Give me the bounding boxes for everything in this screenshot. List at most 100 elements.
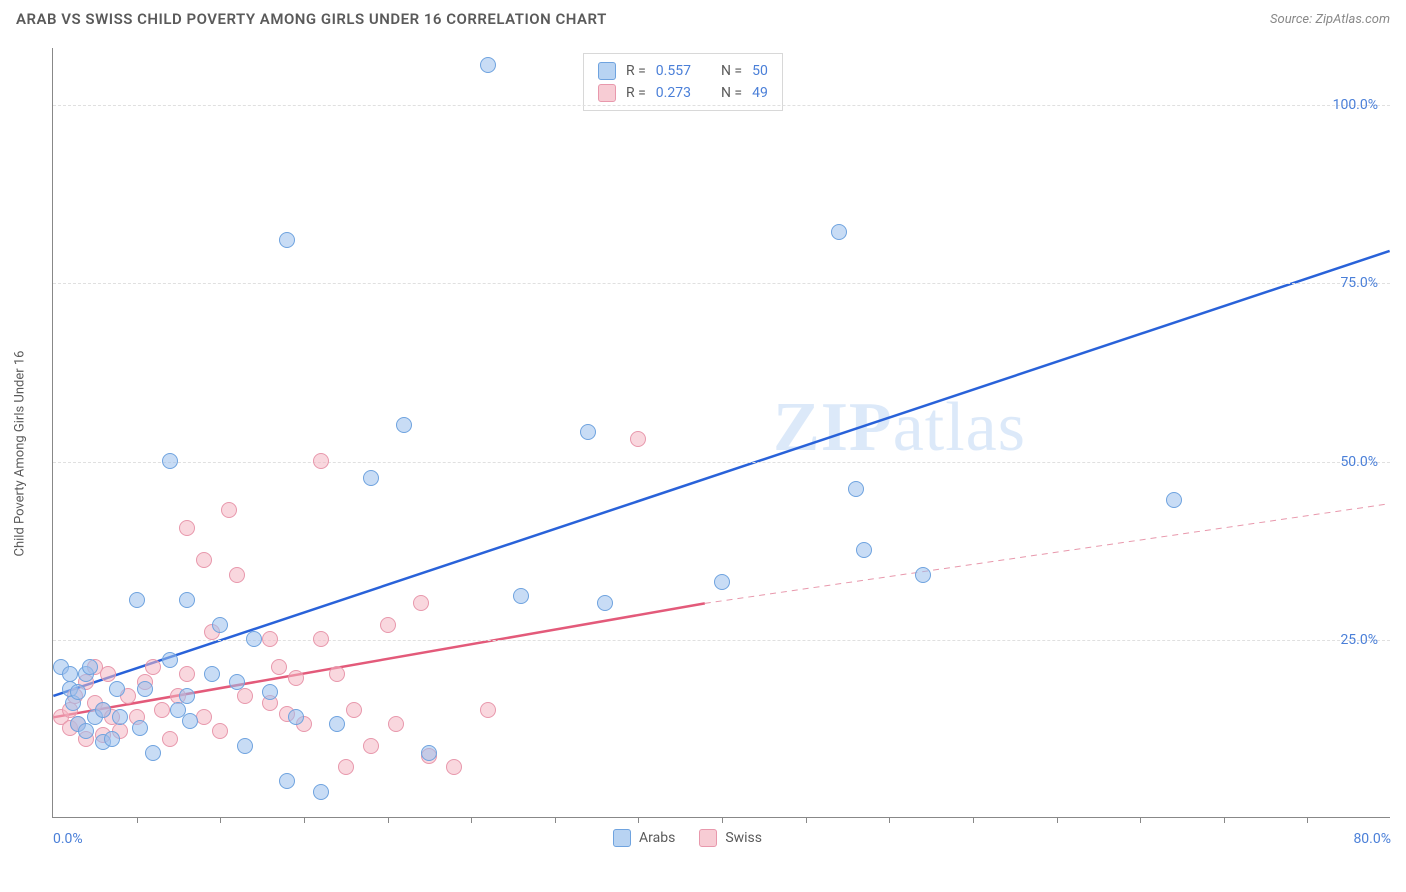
- data-point-blue: [856, 542, 872, 558]
- gridline: [53, 105, 1390, 106]
- data-point-blue: [109, 681, 125, 697]
- x-tick-mark: [638, 817, 639, 823]
- data-point-blue: [70, 684, 86, 700]
- data-point-pink: [162, 731, 178, 747]
- x-tick-mark: [806, 817, 807, 823]
- x-tick-mark: [1224, 817, 1225, 823]
- x-tick-mark: [1140, 817, 1141, 823]
- data-point-pink: [380, 617, 396, 633]
- data-point-blue: [480, 57, 496, 73]
- data-point-blue: [104, 731, 120, 747]
- data-point-pink: [221, 502, 237, 518]
- x-tick-mark: [471, 817, 472, 823]
- arabs-n-value: 50: [752, 63, 768, 79]
- data-point-blue: [396, 417, 412, 433]
- scatter-chart: ZIPatlas R = 0.557 N = 50 R = 0.273 N = …: [52, 48, 1390, 818]
- y-tick-label: 50.0%: [1340, 454, 1378, 470]
- watermark-atlas: atlas: [893, 389, 1026, 466]
- data-point-blue: [513, 588, 529, 604]
- source-attribution: Source: ZipAtlas.com: [1270, 12, 1390, 27]
- n-label: N =: [721, 85, 742, 101]
- y-tick-label: 75.0%: [1340, 275, 1378, 291]
- data-point-blue: [137, 681, 153, 697]
- data-point-pink: [145, 659, 161, 675]
- data-point-blue: [132, 720, 148, 736]
- data-point-pink: [154, 702, 170, 718]
- legend-swatch-pink: [598, 84, 616, 102]
- legend-swatch-pink: [699, 829, 717, 847]
- legend-row-swiss: R = 0.273 N = 49: [598, 82, 768, 104]
- gridline: [53, 283, 1390, 284]
- series-legend: Arabs Swiss: [613, 829, 762, 847]
- legend-label-arabs: Arabs: [639, 830, 675, 846]
- x-tick-mark: [889, 817, 890, 823]
- data-point-blue: [831, 224, 847, 240]
- data-point-pink: [630, 431, 646, 447]
- legend-label-swiss: Swiss: [725, 830, 762, 846]
- watermark: ZIPatlas: [773, 388, 1026, 468]
- source-label: Source:: [1270, 12, 1315, 27]
- data-point-blue: [179, 592, 195, 608]
- x-tick-mark: [388, 817, 389, 823]
- data-point-blue: [848, 481, 864, 497]
- data-point-blue: [179, 688, 195, 704]
- data-point-blue: [421, 745, 437, 761]
- chart-title: ARAB VS SWISS CHILD POVERTY AMONG GIRLS …: [16, 10, 607, 28]
- x-tick-label: 0.0%: [53, 831, 83, 847]
- trend-lines: [53, 48, 1390, 817]
- legend-item-arabs: Arabs: [613, 829, 675, 847]
- data-point-blue: [279, 773, 295, 789]
- arabs-r-value: 0.557: [656, 63, 691, 79]
- data-point-blue: [162, 453, 178, 469]
- data-point-blue: [182, 713, 198, 729]
- data-point-pink: [179, 666, 195, 682]
- data-point-pink: [446, 759, 462, 775]
- data-point-pink: [196, 709, 212, 725]
- x-tick-mark: [1057, 817, 1058, 823]
- r-label: R =: [626, 85, 646, 101]
- x-tick-mark: [555, 817, 556, 823]
- data-point-blue: [288, 709, 304, 725]
- data-point-blue: [204, 666, 220, 682]
- swiss-r-value: 0.273: [656, 85, 691, 101]
- x-tick-mark: [722, 817, 723, 823]
- gridline: [53, 462, 1390, 463]
- data-point-blue: [597, 595, 613, 611]
- data-point-blue: [714, 574, 730, 590]
- source-name: ZipAtlas.com: [1315, 12, 1390, 27]
- data-point-blue: [78, 723, 94, 739]
- data-point-pink: [313, 453, 329, 469]
- x-tick-mark: [304, 817, 305, 823]
- legend-swatch-blue: [598, 62, 616, 80]
- swiss-n-value: 49: [752, 85, 768, 101]
- watermark-zip: ZIP: [773, 389, 893, 466]
- correlation-legend: R = 0.557 N = 50 R = 0.273 N = 49: [583, 53, 783, 111]
- data-point-blue: [129, 592, 145, 608]
- data-point-pink: [346, 702, 362, 718]
- data-point-blue: [95, 702, 111, 718]
- legend-row-arabs: R = 0.557 N = 50: [598, 60, 768, 82]
- data-point-pink: [329, 666, 345, 682]
- n-label: N =: [721, 63, 742, 79]
- data-point-blue: [363, 470, 379, 486]
- data-point-blue: [329, 716, 345, 732]
- data-point-pink: [212, 723, 228, 739]
- data-point-pink: [237, 688, 253, 704]
- data-point-blue: [580, 424, 596, 440]
- data-point-blue: [313, 784, 329, 800]
- x-tick-mark: [137, 817, 138, 823]
- data-point-pink: [363, 738, 379, 754]
- data-point-pink: [338, 759, 354, 775]
- legend-item-swiss: Swiss: [699, 829, 762, 847]
- data-point-pink: [388, 716, 404, 732]
- data-point-blue: [279, 232, 295, 248]
- data-point-blue: [246, 631, 262, 647]
- data-point-blue: [1166, 492, 1182, 508]
- data-point-pink: [288, 670, 304, 686]
- data-point-blue: [237, 738, 253, 754]
- x-tick-mark: [1307, 817, 1308, 823]
- data-point-blue: [262, 684, 278, 700]
- r-label: R =: [626, 63, 646, 79]
- y-axis-label: Child Poverty Among Girls Under 16: [13, 351, 28, 557]
- y-tick-label: 25.0%: [1340, 632, 1378, 648]
